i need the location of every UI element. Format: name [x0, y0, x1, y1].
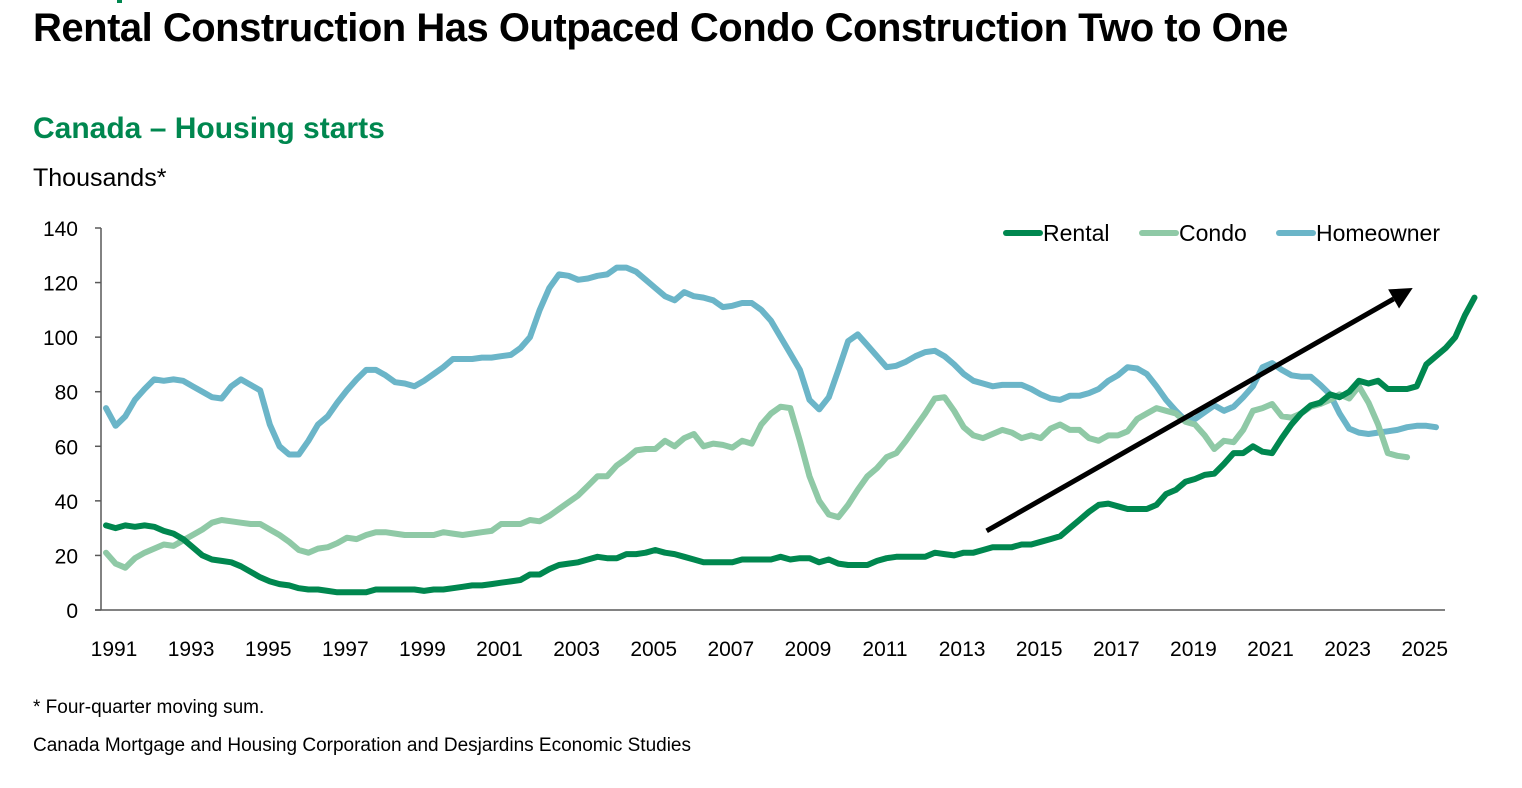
y-tick-label: 40 — [55, 491, 78, 514]
chart-subtitle: Canada – Housing starts — [33, 112, 385, 145]
series-line-homeowner — [103, 264, 1439, 458]
y-tick-label: 140 — [43, 218, 78, 241]
chart-annotation — [985, 288, 1413, 534]
x-tick-label: 2017 — [1093, 638, 1140, 661]
page-title: Rental Construction Has Outpaced Condo C… — [33, 6, 1288, 50]
y-tick-label: 80 — [55, 382, 78, 405]
y-tick-label: 100 — [43, 327, 78, 350]
x-tick-label: 1995 — [245, 638, 292, 661]
x-tick-label: 1999 — [399, 638, 446, 661]
y-tick-label: 0 — [66, 600, 78, 623]
legend-label-homeowner: Homeowner — [1316, 220, 1440, 246]
x-tick-label: 2007 — [707, 638, 754, 661]
x-tick-label: 2023 — [1324, 638, 1371, 661]
y-tick-label: 60 — [55, 436, 78, 459]
x-tick-label: 2011 — [862, 638, 907, 661]
x-tick-label: 2015 — [1016, 638, 1063, 661]
chart-legend: Rental Condo Homeowner — [1003, 220, 1440, 246]
legend-label-condo: Condo — [1179, 220, 1247, 246]
series-line-condo — [103, 383, 1411, 571]
series-line-rental — [103, 294, 1478, 596]
footnote: * Four-quarter moving sum. — [33, 697, 265, 718]
x-tick-label: 1997 — [322, 638, 369, 661]
x-tick-label: 2019 — [1170, 638, 1217, 661]
x-tick-label: 2001 — [476, 638, 523, 661]
source-credit: Canada Mortgage and Housing Corporation … — [33, 735, 691, 756]
trend-arrow-head — [1388, 288, 1413, 309]
chart-series — [103, 264, 1478, 596]
x-tick-label: 2013 — [939, 638, 986, 661]
x-tick-label: 2021 — [1247, 638, 1294, 661]
x-tick-label: 2009 — [785, 638, 832, 661]
x-tick-label: 1991 — [91, 638, 138, 661]
y-tick-label: 20 — [55, 545, 78, 568]
x-tick-label: 2003 — [553, 638, 600, 661]
legend-label-rental: Rental — [1043, 220, 1109, 246]
y-axis-unit-label: Thousands* — [33, 164, 167, 192]
x-tick-label: 2005 — [630, 638, 677, 661]
x-tick-label: 2025 — [1401, 638, 1448, 661]
chart-axes: 0 20 40 60 80 100 120 140 1991 1993 1995 1997 1999 20… — [43, 218, 1448, 661]
trend-arrow-shaft — [985, 296, 1395, 534]
decorative-top-mark — [117, 0, 122, 3]
y-tick-label: 120 — [43, 273, 78, 296]
x-tick-label: 1993 — [168, 638, 215, 661]
